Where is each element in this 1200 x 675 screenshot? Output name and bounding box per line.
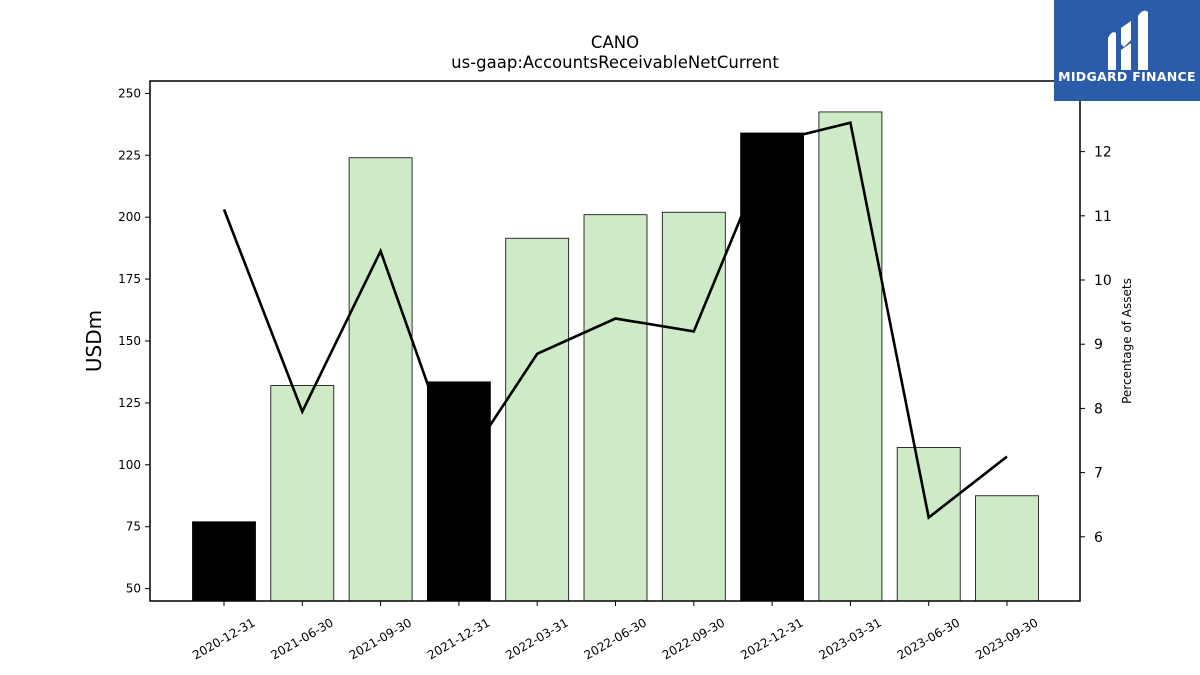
y-axis-label-right: Percentage of Assets <box>1120 278 1134 404</box>
y-axis-left: 50 75 100 125 150 175 200 225 250 <box>118 86 150 596</box>
line-group <box>222 121 1008 520</box>
bar-2021-12-31 <box>426 381 491 602</box>
bar-2021-06-30 <box>270 385 335 602</box>
chart-title: CANO <box>591 33 639 52</box>
y-tick-label: 75 <box>126 520 141 534</box>
y-right-tick-label: 11 <box>1094 209 1112 225</box>
x-tick-label: 2020-12-31 <box>190 615 257 662</box>
x-tick-label: 2021-09-30 <box>347 615 414 662</box>
bar-2023-06-30 <box>896 447 961 602</box>
y-right-tick-label: 9 <box>1094 337 1103 353</box>
x-tick-label: 2022-06-30 <box>582 615 649 662</box>
y-tick-label: 250 <box>118 86 141 100</box>
y-tick-label: 125 <box>118 396 141 410</box>
bar-2022-09-30 <box>661 211 726 602</box>
x-tick-label: 2021-12-31 <box>425 615 492 662</box>
bar-2023-09-30 <box>975 495 1039 602</box>
bar-2023-03-31 <box>818 111 883 602</box>
x-tick-label: 2023-03-31 <box>816 615 883 662</box>
x-tick-label: 2022-09-30 <box>660 615 727 662</box>
y-axis-label: USDm <box>82 310 106 372</box>
y-tick-label: 175 <box>118 272 141 286</box>
bar-group <box>192 111 1039 602</box>
y-right-tick-label: 8 <box>1094 401 1103 417</box>
x-tick-label: 2021-06-30 <box>268 615 335 662</box>
logo-mark-icon <box>1108 10 1148 71</box>
y-tick-label: 50 <box>126 582 141 596</box>
chart-subtitle: us-gaap:AccountsReceivableNetCurrent <box>451 53 779 72</box>
bar-2022-03-31 <box>505 237 570 602</box>
bar-2022-06-30 <box>583 214 648 602</box>
y-tick-label: 200 <box>118 210 141 224</box>
bar-2022-12-31 <box>740 132 804 602</box>
y-tick-label: 150 <box>118 334 141 348</box>
y-right-tick-label: 10 <box>1094 273 1112 289</box>
y-tick-label: 225 <box>118 148 141 162</box>
x-tick-label: 2022-03-31 <box>503 615 570 662</box>
y-right-tick-label: 7 <box>1094 466 1103 482</box>
y-tick-label: 100 <box>118 458 141 472</box>
y-right-tick-label: 6 <box>1094 530 1103 546</box>
y-right-tick-label: 12 <box>1094 145 1112 161</box>
bar-2020-12-31 <box>192 521 256 602</box>
bar-2021-09-30 <box>348 157 413 602</box>
logo-text: MIDGARD FINANCE <box>1058 69 1196 84</box>
x-tick-label: 2022-12-31 <box>738 615 805 662</box>
x-tick-label: 2023-09-30 <box>973 615 1040 662</box>
logo: MIDGARD FINANCE <box>1054 0 1200 101</box>
x-axis: 2020-12-31 2021-06-30 2021-09-30 2021-12-31… <box>190 601 1041 662</box>
y-axis-right: 6 7 8 9 10 11 12 <box>1080 145 1112 546</box>
percentage-line <box>222 121 1008 520</box>
x-tick-label: 2023-06-30 <box>895 615 962 662</box>
